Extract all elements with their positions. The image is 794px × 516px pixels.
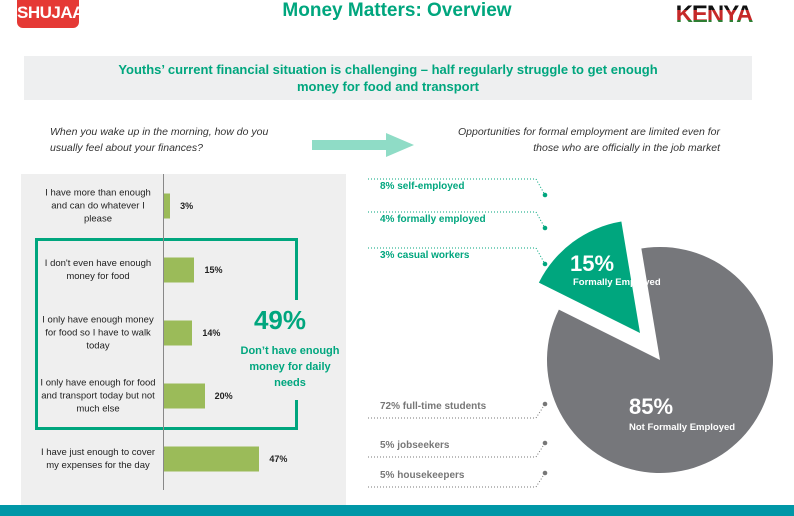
leader-line xyxy=(368,211,548,231)
pie-annotation: 8% self-employed xyxy=(380,181,465,192)
bar-axis xyxy=(163,174,164,490)
bar xyxy=(164,320,193,346)
pie-annotation: 5% jobseekers xyxy=(380,440,450,451)
pie-label-not-formally-employed: Not Formally Employed xyxy=(629,422,735,433)
bar-value-label: 14% xyxy=(202,328,221,338)
bar-category-label: I have more than enough and can do whate… xyxy=(45,187,151,225)
pie-slice-formally-employed xyxy=(538,221,640,333)
bar xyxy=(164,383,205,409)
pie-chart: 15%Formally Employed 85% Not Formally Empl… xyxy=(538,221,773,474)
pie-label-15: 15% xyxy=(570,251,614,276)
pie-label-85: 85% xyxy=(629,394,673,419)
bar-value-label: 47% xyxy=(269,454,288,464)
bar-value-label: 3% xyxy=(180,201,194,211)
bar-category-label: I don't even have enough money for food xyxy=(44,258,152,282)
bar-category-label: I have just enough to cover my expenses … xyxy=(40,447,156,471)
survey-question: When you wake up in the morning, how do … xyxy=(50,126,269,154)
bar xyxy=(164,446,260,472)
highlight-value: 49% xyxy=(253,305,307,335)
employment-statement: Opportunities for formal employment are … xyxy=(457,126,720,154)
bar xyxy=(164,257,195,283)
pie-slice-not-formally-employed xyxy=(547,247,773,474)
bar-value-label: 20% xyxy=(214,391,233,401)
pie-annotation: 5% housekeepers xyxy=(380,470,465,481)
leader-line xyxy=(368,470,548,488)
bar-category-label: I only have enough money for food so I h… xyxy=(42,314,154,352)
leader-line xyxy=(368,440,548,458)
kenya-logo: KENYA xyxy=(668,0,760,30)
pie-annotation: 4% formally employed xyxy=(380,214,486,225)
pie-annotation: 72% full-time students xyxy=(380,401,487,412)
footer-strip xyxy=(0,505,794,516)
headline-banner: Youths’ current financial situation is c… xyxy=(24,56,752,100)
page-title: Money Matters: Overview xyxy=(282,0,512,21)
leader-line xyxy=(368,247,548,267)
pie-annotation: 3% casual workers xyxy=(380,250,470,261)
bar xyxy=(164,193,171,219)
arrow-right-icon xyxy=(312,133,414,157)
shujaaz-logo: SHUJAAZ xyxy=(17,0,94,28)
bar-category-label: I only have enough for food and transpor… xyxy=(40,377,156,415)
highlight-box-gap xyxy=(290,300,300,400)
leader-line xyxy=(368,401,548,419)
pie-label-formally-employed: Formally Employed xyxy=(573,277,661,288)
leader-line xyxy=(368,178,548,198)
bar-value-label: 15% xyxy=(204,265,223,275)
highlight-text: Don’t have enough money for daily needs xyxy=(240,345,340,389)
